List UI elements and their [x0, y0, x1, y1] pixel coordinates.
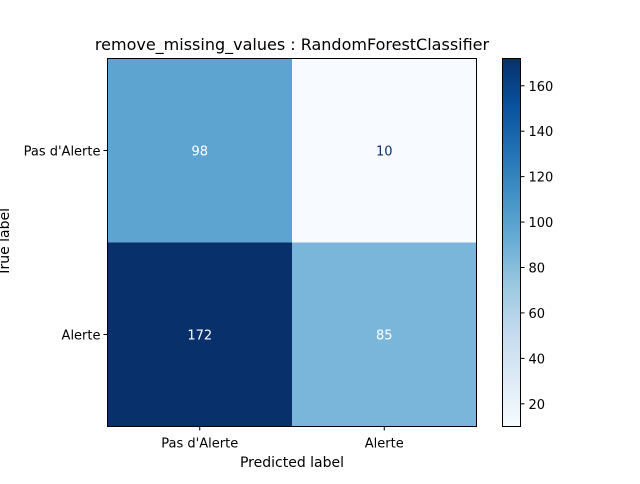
heatmap-cell	[107, 242, 292, 427]
colorbar-tick-label: 80	[529, 261, 546, 276]
cell-value-label: 85	[376, 329, 393, 344]
cell-value-label: 98	[191, 145, 208, 160]
y-tick-label: Alerte	[62, 329, 101, 344]
heatmap-cell	[292, 242, 477, 427]
y-axis-ticks: Pas d'Alerte Alerte	[24, 145, 108, 344]
heatmap-cell	[107, 58, 292, 243]
colorbar	[502, 58, 521, 427]
colorbar-tick-label: 60	[529, 307, 546, 322]
heatmap-cell-labels: 98 10 172 85	[187, 145, 392, 344]
plot-frame	[107, 58, 477, 427]
y-axis-label: True label	[0, 208, 13, 277]
x-axis-label: Predicted label	[240, 455, 344, 471]
x-tick-label: Pas d'Alerte	[161, 437, 238, 452]
heatmap-cell	[292, 58, 477, 243]
colorbar-tick-label: 100	[529, 216, 554, 231]
colorbar-ticks: 20 40 60 80 100 120 140 160	[520, 80, 554, 413]
colorbar-tick-label: 20	[529, 398, 546, 413]
chart-title: remove_missing_values : RandomForestClas…	[95, 35, 490, 55]
colorbar-tick-label: 160	[529, 80, 554, 95]
x-axis-ticks: Pas d'Alerte Alerte	[161, 426, 404, 452]
cell-value-label: 172	[187, 329, 212, 344]
cell-value-label: 10	[376, 145, 393, 160]
y-tick-label: Pas d'Alerte	[24, 145, 101, 160]
x-tick-label: Alerte	[365, 437, 404, 452]
heatmap-cells	[107, 58, 477, 427]
colorbar-tick-label: 140	[529, 125, 554, 140]
colorbar-tick-label: 40	[529, 352, 546, 367]
colorbar-tick-label: 120	[529, 171, 554, 186]
